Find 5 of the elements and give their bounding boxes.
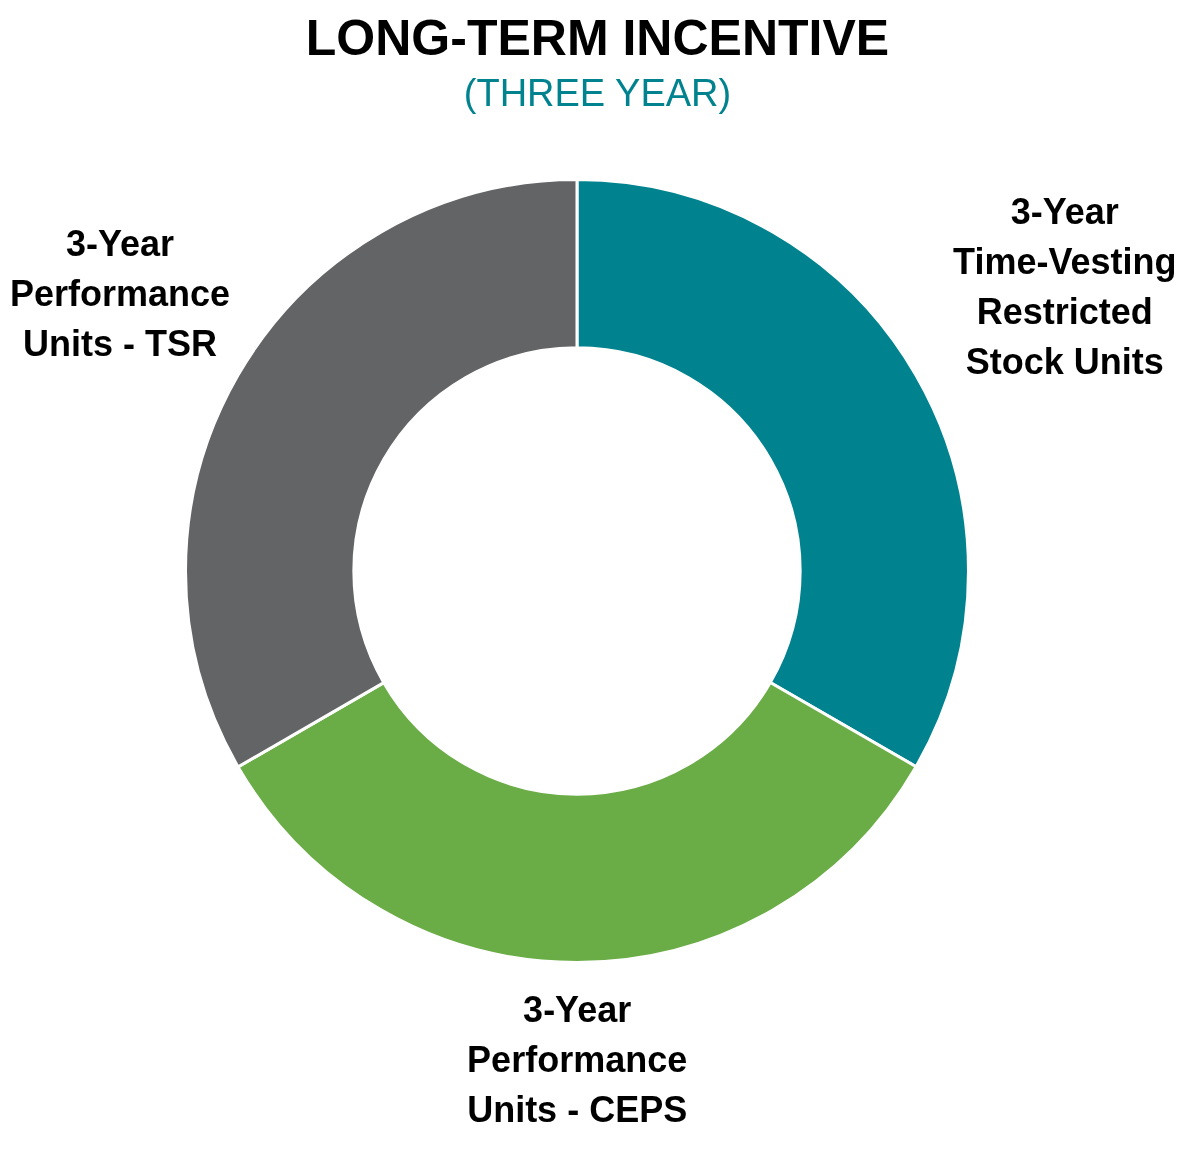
slice-label: 3-Year Time-Vesting Restricted Stock Units [953, 191, 1177, 383]
chart-title: LONG-TERM INCENTIVE [304, 9, 891, 68]
slice-label: 3-Year Performance Units - CEPS [467, 989, 688, 1131]
chart-subtitle: (THREE YEAR) [462, 71, 733, 116]
slice-label: 3-Year Performance Units - TSR [9, 223, 231, 365]
